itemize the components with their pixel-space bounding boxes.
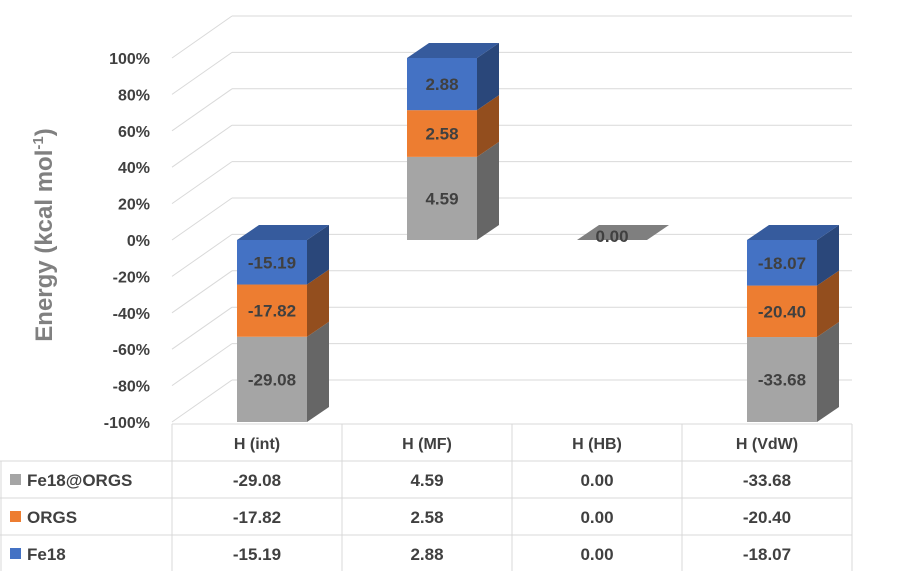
y-axis-ticks: 100% 80% 60% 40% 20% 0% -20% -40% -60% -80% -100% xyxy=(104,51,150,432)
bar-top-face xyxy=(407,43,499,58)
y-tick-label: -40% xyxy=(113,306,150,323)
bar-side-face xyxy=(817,270,839,338)
y-axis-label-close: ) xyxy=(31,128,58,136)
data-label: -15.19 xyxy=(248,253,296,272)
bar-side-face xyxy=(477,95,499,157)
table-cell: -17.82 xyxy=(233,508,281,527)
table-cell: -18.07 xyxy=(743,545,791,564)
gridline-diagonal xyxy=(171,379,233,423)
data-label: -33.68 xyxy=(758,371,806,390)
bar-side-face xyxy=(307,225,329,285)
data-label: -29.08 xyxy=(248,370,296,389)
table-cell: -33.68 xyxy=(743,471,791,490)
gridline-diagonal xyxy=(171,15,233,59)
table-cell: -20.40 xyxy=(743,508,791,527)
data-label: 2.88 xyxy=(425,75,458,94)
data-label: -20.40 xyxy=(758,302,806,321)
legend-entry: Fe18@ORGS xyxy=(27,471,132,490)
table-cell: -15.19 xyxy=(233,545,281,564)
y-tick-label: -100% xyxy=(104,415,150,432)
legend-entry: Fe18 xyxy=(27,545,66,564)
gridline-diagonal xyxy=(171,306,233,350)
bar-stack: 0.00 xyxy=(577,225,669,246)
data-label: 0.00 xyxy=(595,227,628,246)
table-cell: 2.88 xyxy=(410,545,443,564)
table-cell: 0.00 xyxy=(580,545,613,564)
y-axis-label-main: Energy (kcal mol xyxy=(31,150,58,342)
table-cell: 0.00 xyxy=(580,508,613,527)
data-table: H (int) H (MF) H (HB) H (VdW) Fe18@ORGS -29.0… xyxy=(0,423,853,571)
category-header: H (VdW) xyxy=(736,436,798,453)
y-axis-label-sup: -1 xyxy=(30,136,47,149)
bar-side-face xyxy=(477,141,499,240)
bar-side-face xyxy=(307,269,329,337)
bar-stack: -29.08 -17.82 -15.19 xyxy=(237,225,329,422)
y-tick-label: 40% xyxy=(118,160,150,177)
y-tick-label: -60% xyxy=(113,342,150,359)
bar-stack: -33.68 -20.40 -18.07 xyxy=(747,225,839,422)
bar-segment xyxy=(237,284,307,337)
legend-swatch xyxy=(10,511,21,522)
y-tick-label: 20% xyxy=(118,197,150,214)
category-header: H (int) xyxy=(234,436,280,453)
bars: -29.08 -17.82 -15.19 4.59 2.58 2.88 0.00 -33.68… xyxy=(237,43,839,422)
y-tick-label: 80% xyxy=(118,87,150,104)
legend-swatch xyxy=(10,474,21,485)
legend-entry: ORGS xyxy=(27,508,77,527)
bar-side-face xyxy=(307,321,329,422)
bar-segment xyxy=(407,58,477,111)
table-cell: -29.08 xyxy=(233,471,281,490)
bar-stack: 4.59 2.58 2.88 xyxy=(407,43,499,240)
table-cell: 4.59 xyxy=(410,471,443,490)
bar-segment xyxy=(747,337,817,422)
bar-segment xyxy=(407,110,477,157)
bar-segment xyxy=(237,240,307,285)
y-tick-label: 0% xyxy=(127,233,150,250)
bar-segment xyxy=(407,156,477,240)
bar-segment xyxy=(747,285,817,338)
data-label: 2.58 xyxy=(425,125,458,144)
bar-side-face xyxy=(817,322,839,422)
table-cell: 0.00 xyxy=(580,471,613,490)
bar-top-face xyxy=(237,225,329,240)
data-label: -18.07 xyxy=(758,254,806,273)
gridline-diagonal xyxy=(171,161,233,205)
gridline-diagonal xyxy=(171,343,233,387)
gridline-diagonal xyxy=(171,197,233,241)
y-tick-label: -80% xyxy=(113,379,150,396)
bar-top-face xyxy=(747,225,839,240)
bar-segment xyxy=(237,336,307,422)
bar-zero-slab xyxy=(577,225,669,240)
gridline-diagonal xyxy=(171,270,233,314)
gridline-diagonal xyxy=(171,233,233,277)
bar-side-face xyxy=(477,43,499,111)
gridline-diagonal xyxy=(171,51,233,95)
category-header: H (HB) xyxy=(572,436,622,453)
bar-side-face xyxy=(817,225,839,286)
table-cell: 2.58 xyxy=(410,508,443,527)
data-label: -17.82 xyxy=(248,302,296,321)
gridline-diagonal xyxy=(171,88,233,132)
y-tick-label: 100% xyxy=(109,51,150,68)
y-tick-label: -20% xyxy=(113,269,150,286)
data-label: 4.59 xyxy=(425,189,458,208)
category-header: H (MF) xyxy=(402,436,452,453)
bar-segment xyxy=(747,240,817,286)
gridline-diagonal xyxy=(171,124,233,168)
y-tick-label: 60% xyxy=(118,124,150,141)
y-axis-label: Energy (kcal mol-1) xyxy=(30,128,58,341)
legend-swatch xyxy=(10,548,21,559)
